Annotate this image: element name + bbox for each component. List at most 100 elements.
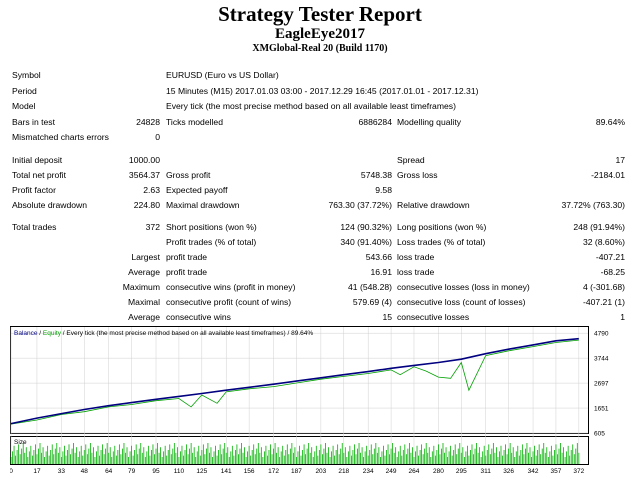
long-positions-value: 248 (91.94%) bbox=[573, 222, 625, 232]
absolute-drawdown-label: Absolute drawdown bbox=[12, 200, 88, 210]
largest-loss-value: -407.21 bbox=[595, 252, 625, 262]
maximal-label: Maximal bbox=[128, 297, 160, 307]
x-tick-label: 203 bbox=[315, 468, 326, 475]
symbol-value: EURUSD (Euro vs US Dollar) bbox=[166, 70, 279, 80]
profit-trades-value: 340 (91.40%) bbox=[340, 237, 392, 247]
initial-deposit-label: Initial deposit bbox=[12, 155, 63, 165]
period-value: 15 Minutes (M15) 2017.01.03 03:00 - 2017… bbox=[166, 86, 479, 96]
legend-equity: Equity bbox=[43, 330, 62, 337]
x-tick-label: 110 bbox=[174, 468, 185, 475]
x-tick-label: 342 bbox=[528, 468, 539, 475]
x-tick-label: 187 bbox=[291, 468, 302, 475]
largest-label: Largest bbox=[131, 252, 160, 262]
average-profit-label: profit trade bbox=[166, 267, 208, 277]
x-tick-label: 172 bbox=[268, 468, 279, 475]
x-tick-label: 357 bbox=[551, 468, 562, 475]
total-trades-label: Total trades bbox=[12, 222, 57, 232]
gross-profit-value: 5748.38 bbox=[360, 170, 392, 180]
loss-trades-value: 32 (8.60%) bbox=[582, 237, 625, 247]
mismatch-value: 0 bbox=[155, 132, 160, 142]
quality-value: 89.64% bbox=[595, 117, 625, 127]
legend-rest: / Every tick (the most precise method ba… bbox=[61, 330, 313, 337]
chart-legend: Balance / Equity / Every tick (the most … bbox=[14, 330, 313, 337]
profit-factor-value: 2.63 bbox=[143, 185, 160, 195]
y-tick-label: 2697 bbox=[594, 381, 609, 388]
x-tick-label: 234 bbox=[363, 468, 374, 475]
quality-label: Modelling quality bbox=[397, 117, 462, 127]
relative-drawdown-value: 37.72% (763.30) bbox=[561, 200, 625, 210]
x-tick-label: 218 bbox=[338, 468, 349, 475]
maximal-cons-profit-value: 579.69 (4) bbox=[352, 297, 392, 307]
x-tick-label: 264 bbox=[409, 468, 420, 475]
loss-trades-label: Loss trades (% of total) bbox=[397, 237, 486, 247]
equity-line bbox=[10, 339, 579, 425]
profit-trades-label: Profit trades (% of total) bbox=[166, 237, 257, 247]
legend-balance: Balance bbox=[14, 330, 38, 337]
y-tick-label: 605 bbox=[594, 431, 605, 438]
expected-payoff-label: Expected payoff bbox=[166, 185, 228, 195]
total-trades-value: 372 bbox=[145, 222, 160, 232]
x-tick-label: 280 bbox=[433, 468, 444, 475]
maximal-drawdown-value: 763.30 (37.72%) bbox=[328, 200, 392, 210]
x-tick-label: 0 bbox=[10, 468, 13, 475]
x-tick-label: 17 bbox=[33, 468, 41, 475]
x-tick-label: 295 bbox=[456, 468, 467, 475]
y-tick-label: 1651 bbox=[594, 406, 609, 413]
max-cons-losses-value: 4 (-301.68) bbox=[582, 282, 625, 292]
x-tick-label: 141 bbox=[221, 468, 232, 475]
largest-profit-value: 543.66 bbox=[365, 252, 392, 262]
average-profit-value: 16.91 bbox=[370, 267, 392, 277]
maximal-cons-loss-label: consecutive loss (count of losses) bbox=[397, 297, 526, 307]
gross-profit-label: Gross profit bbox=[166, 170, 211, 180]
symbol-label: Symbol bbox=[12, 70, 41, 80]
x-tick-label: 79 bbox=[128, 468, 136, 475]
largest-profit-label: profit trade bbox=[166, 252, 208, 262]
average-label: Average bbox=[128, 267, 160, 277]
x-tick-label: 372 bbox=[573, 468, 584, 475]
spread-label: Spread bbox=[397, 155, 425, 165]
maximal-drawdown-label: Maximal drawdown bbox=[166, 200, 240, 210]
legend-separator: / bbox=[38, 330, 43, 337]
maximal-cons-profit-label: consecutive profit (count of wins) bbox=[166, 297, 292, 307]
absolute-drawdown-value: 224.80 bbox=[133, 200, 160, 210]
ticks-value: 6886284 bbox=[358, 117, 392, 127]
x-tick-label: 95 bbox=[152, 468, 160, 475]
relative-drawdown-label: Relative drawdown bbox=[397, 200, 470, 210]
balance-chart: Balance / Equity / Every tick (the most … bbox=[10, 326, 609, 475]
average2-label: Average bbox=[128, 312, 160, 322]
maximum-label: Maximum bbox=[122, 282, 160, 292]
avg-cons-wins-value: 15 bbox=[382, 312, 392, 322]
x-tick-label: 311 bbox=[481, 468, 492, 475]
y-tick-label: 3744 bbox=[594, 356, 609, 363]
report-title: Strategy Tester Report bbox=[218, 2, 422, 26]
net-profit-label: Total net profit bbox=[12, 170, 66, 180]
ticks-label: Ticks modelled bbox=[166, 117, 223, 127]
bars-value: 24828 bbox=[136, 117, 160, 127]
x-tick-label: 249 bbox=[386, 468, 397, 475]
x-tick-label: 33 bbox=[58, 468, 66, 475]
period-label: Period bbox=[12, 86, 37, 96]
long-positions-label: Long positions (won %) bbox=[397, 222, 487, 232]
gross-loss-label: Gross loss bbox=[397, 170, 438, 180]
balance-line bbox=[10, 337, 579, 425]
net-profit-value: 3564.37 bbox=[128, 170, 160, 180]
expected-payoff-value: 9.58 bbox=[375, 185, 392, 195]
max-cons-wins-label: consecutive wins (profit in money) bbox=[166, 282, 296, 292]
max-cons-losses-label: consecutive losses (loss in money) bbox=[397, 282, 530, 292]
bars-label: Bars in test bbox=[12, 117, 55, 127]
server-info: XMGlobal-Real 20 (Build 1170) bbox=[252, 43, 388, 54]
largest-loss-label: loss trade bbox=[397, 252, 435, 262]
initial-deposit-value: 1000.00 bbox=[128, 155, 160, 165]
expert-name: EagleEye2017 bbox=[275, 26, 365, 42]
short-positions-label: Short positions (won %) bbox=[166, 222, 257, 232]
max-cons-wins-value: 41 (548.28) bbox=[348, 282, 392, 292]
avg-cons-losses-value: 1 bbox=[620, 312, 625, 322]
size-label: Size bbox=[14, 439, 27, 446]
x-tick-label: 326 bbox=[503, 468, 514, 475]
mismatch-label: Mismatched charts errors bbox=[12, 132, 109, 142]
x-tick-label: 48 bbox=[81, 468, 89, 475]
profit-factor-label: Profit factor bbox=[12, 185, 56, 195]
y-tick-label: 4790 bbox=[594, 331, 609, 338]
model-value: Every tick (the most precise method base… bbox=[166, 101, 456, 111]
gross-loss-value: -2184.01 bbox=[591, 170, 625, 180]
